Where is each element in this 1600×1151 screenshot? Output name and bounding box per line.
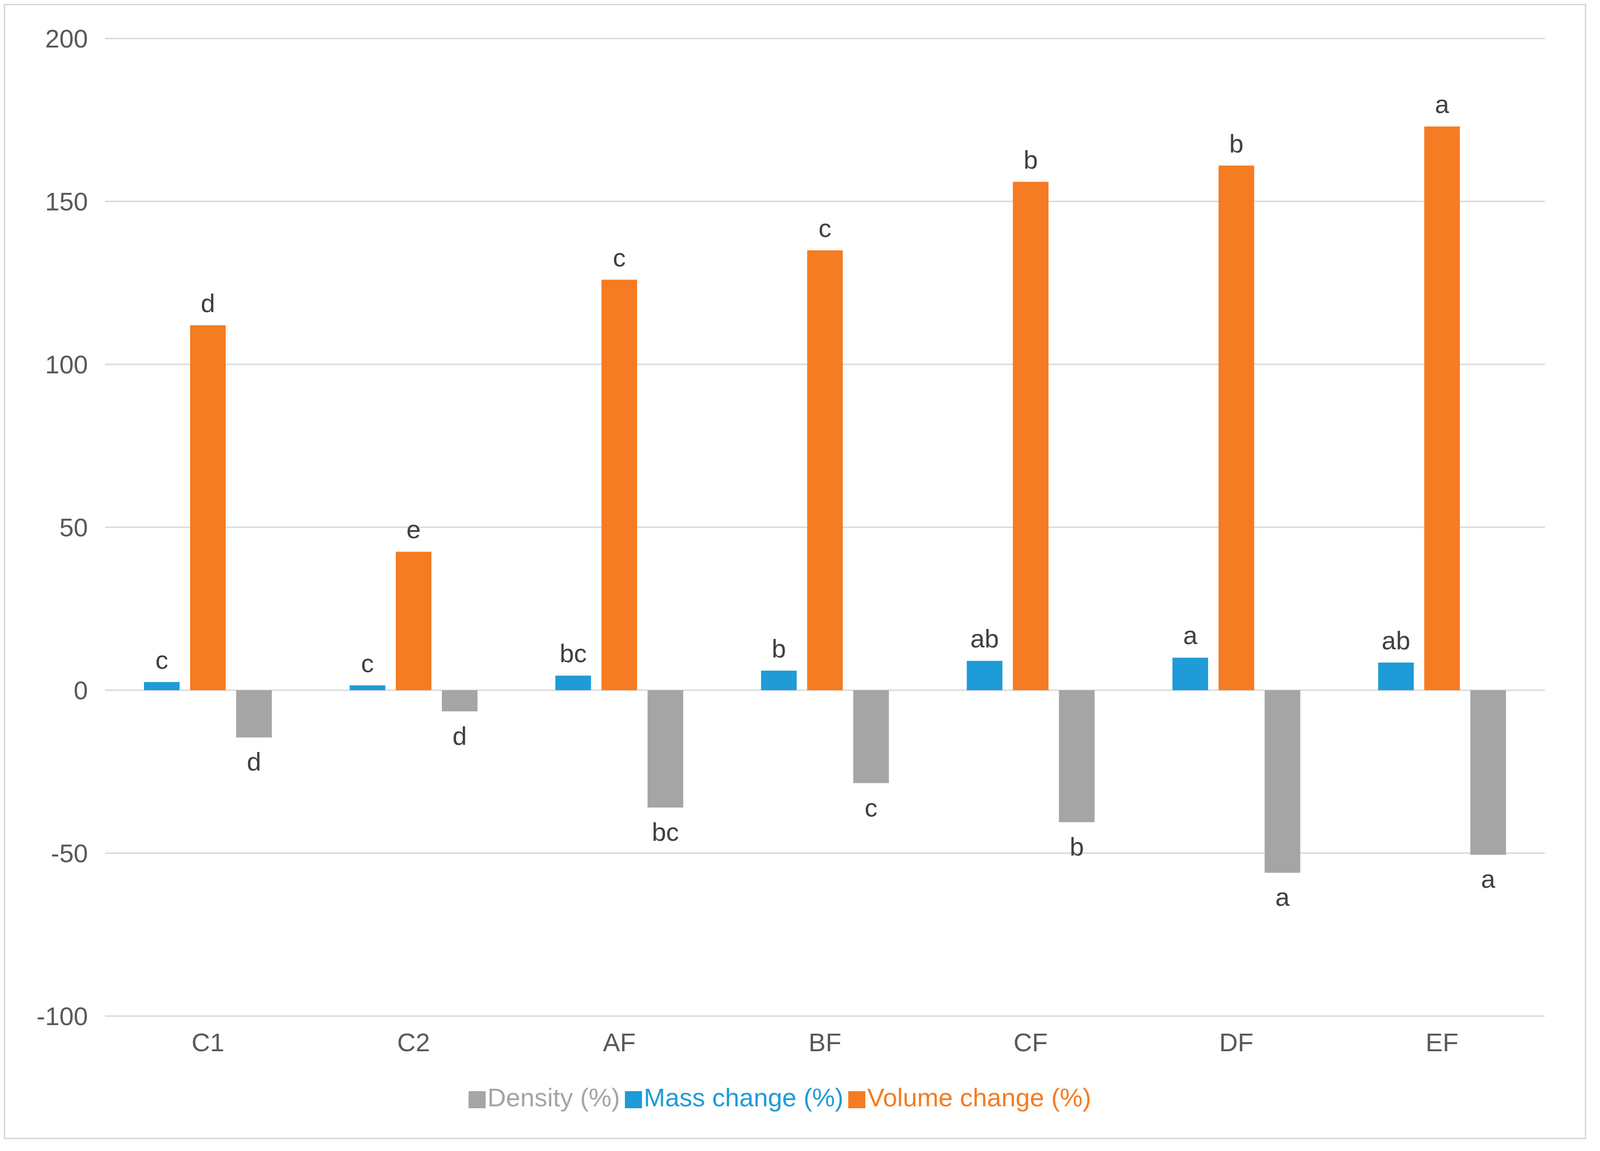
svg-text:d: d	[246, 747, 261, 777]
svg-text:100: 100	[45, 350, 88, 379]
svg-text:d: d	[452, 721, 467, 751]
svg-text:e: e	[406, 515, 421, 544]
svg-text:c: c	[864, 793, 878, 823]
svg-text:d: d	[200, 288, 215, 318]
svg-text:c: c	[613, 243, 626, 272]
svg-text:bc: bc	[651, 817, 680, 847]
svg-text:a: a	[1275, 882, 1291, 912]
svg-text:a: a	[1183, 621, 1198, 650]
svg-text:C1: C1	[191, 1028, 225, 1057]
svg-text:BF: BF	[808, 1028, 842, 1057]
html-text:Mass change (%): Mass change (%)	[643, 1083, 844, 1112]
svg-text:ab: ab	[970, 624, 999, 653]
svg-text:-50: -50	[50, 839, 88, 868]
svg-text:200: 200	[45, 24, 88, 53]
svg-text:c: c	[818, 213, 832, 243]
svg-text:0: 0	[73, 676, 88, 705]
svg-text:CF: CF	[1013, 1028, 1048, 1057]
svg-text:AF: AF	[603, 1028, 636, 1057]
svg-text:bc: bc	[559, 639, 587, 668]
svg-text:b: b	[1023, 145, 1038, 174]
svg-text:a: a	[1481, 864, 1496, 894]
svg-text:b: b	[1229, 129, 1244, 158]
svg-text:ab: ab	[1381, 626, 1411, 655]
svg-text:DF: DF	[1219, 1028, 1254, 1057]
svg-text:c: c	[155, 645, 169, 675]
svg-text:150: 150	[45, 187, 88, 216]
html-text:Volume change (%): Volume change (%)	[867, 1083, 1092, 1112]
svg-text:c: c	[361, 649, 374, 678]
svg-text:-100: -100	[36, 1002, 88, 1031]
svg-text:EF: EF	[1425, 1028, 1459, 1057]
svg-text:C2: C2	[397, 1028, 431, 1057]
svg-text:b: b	[1069, 832, 1084, 862]
html-text:Density (%): Density (%)	[487, 1083, 621, 1112]
svg-text:a: a	[1435, 89, 1450, 119]
svg-text:b: b	[771, 634, 786, 663]
svg-text:50: 50	[59, 513, 88, 542]
